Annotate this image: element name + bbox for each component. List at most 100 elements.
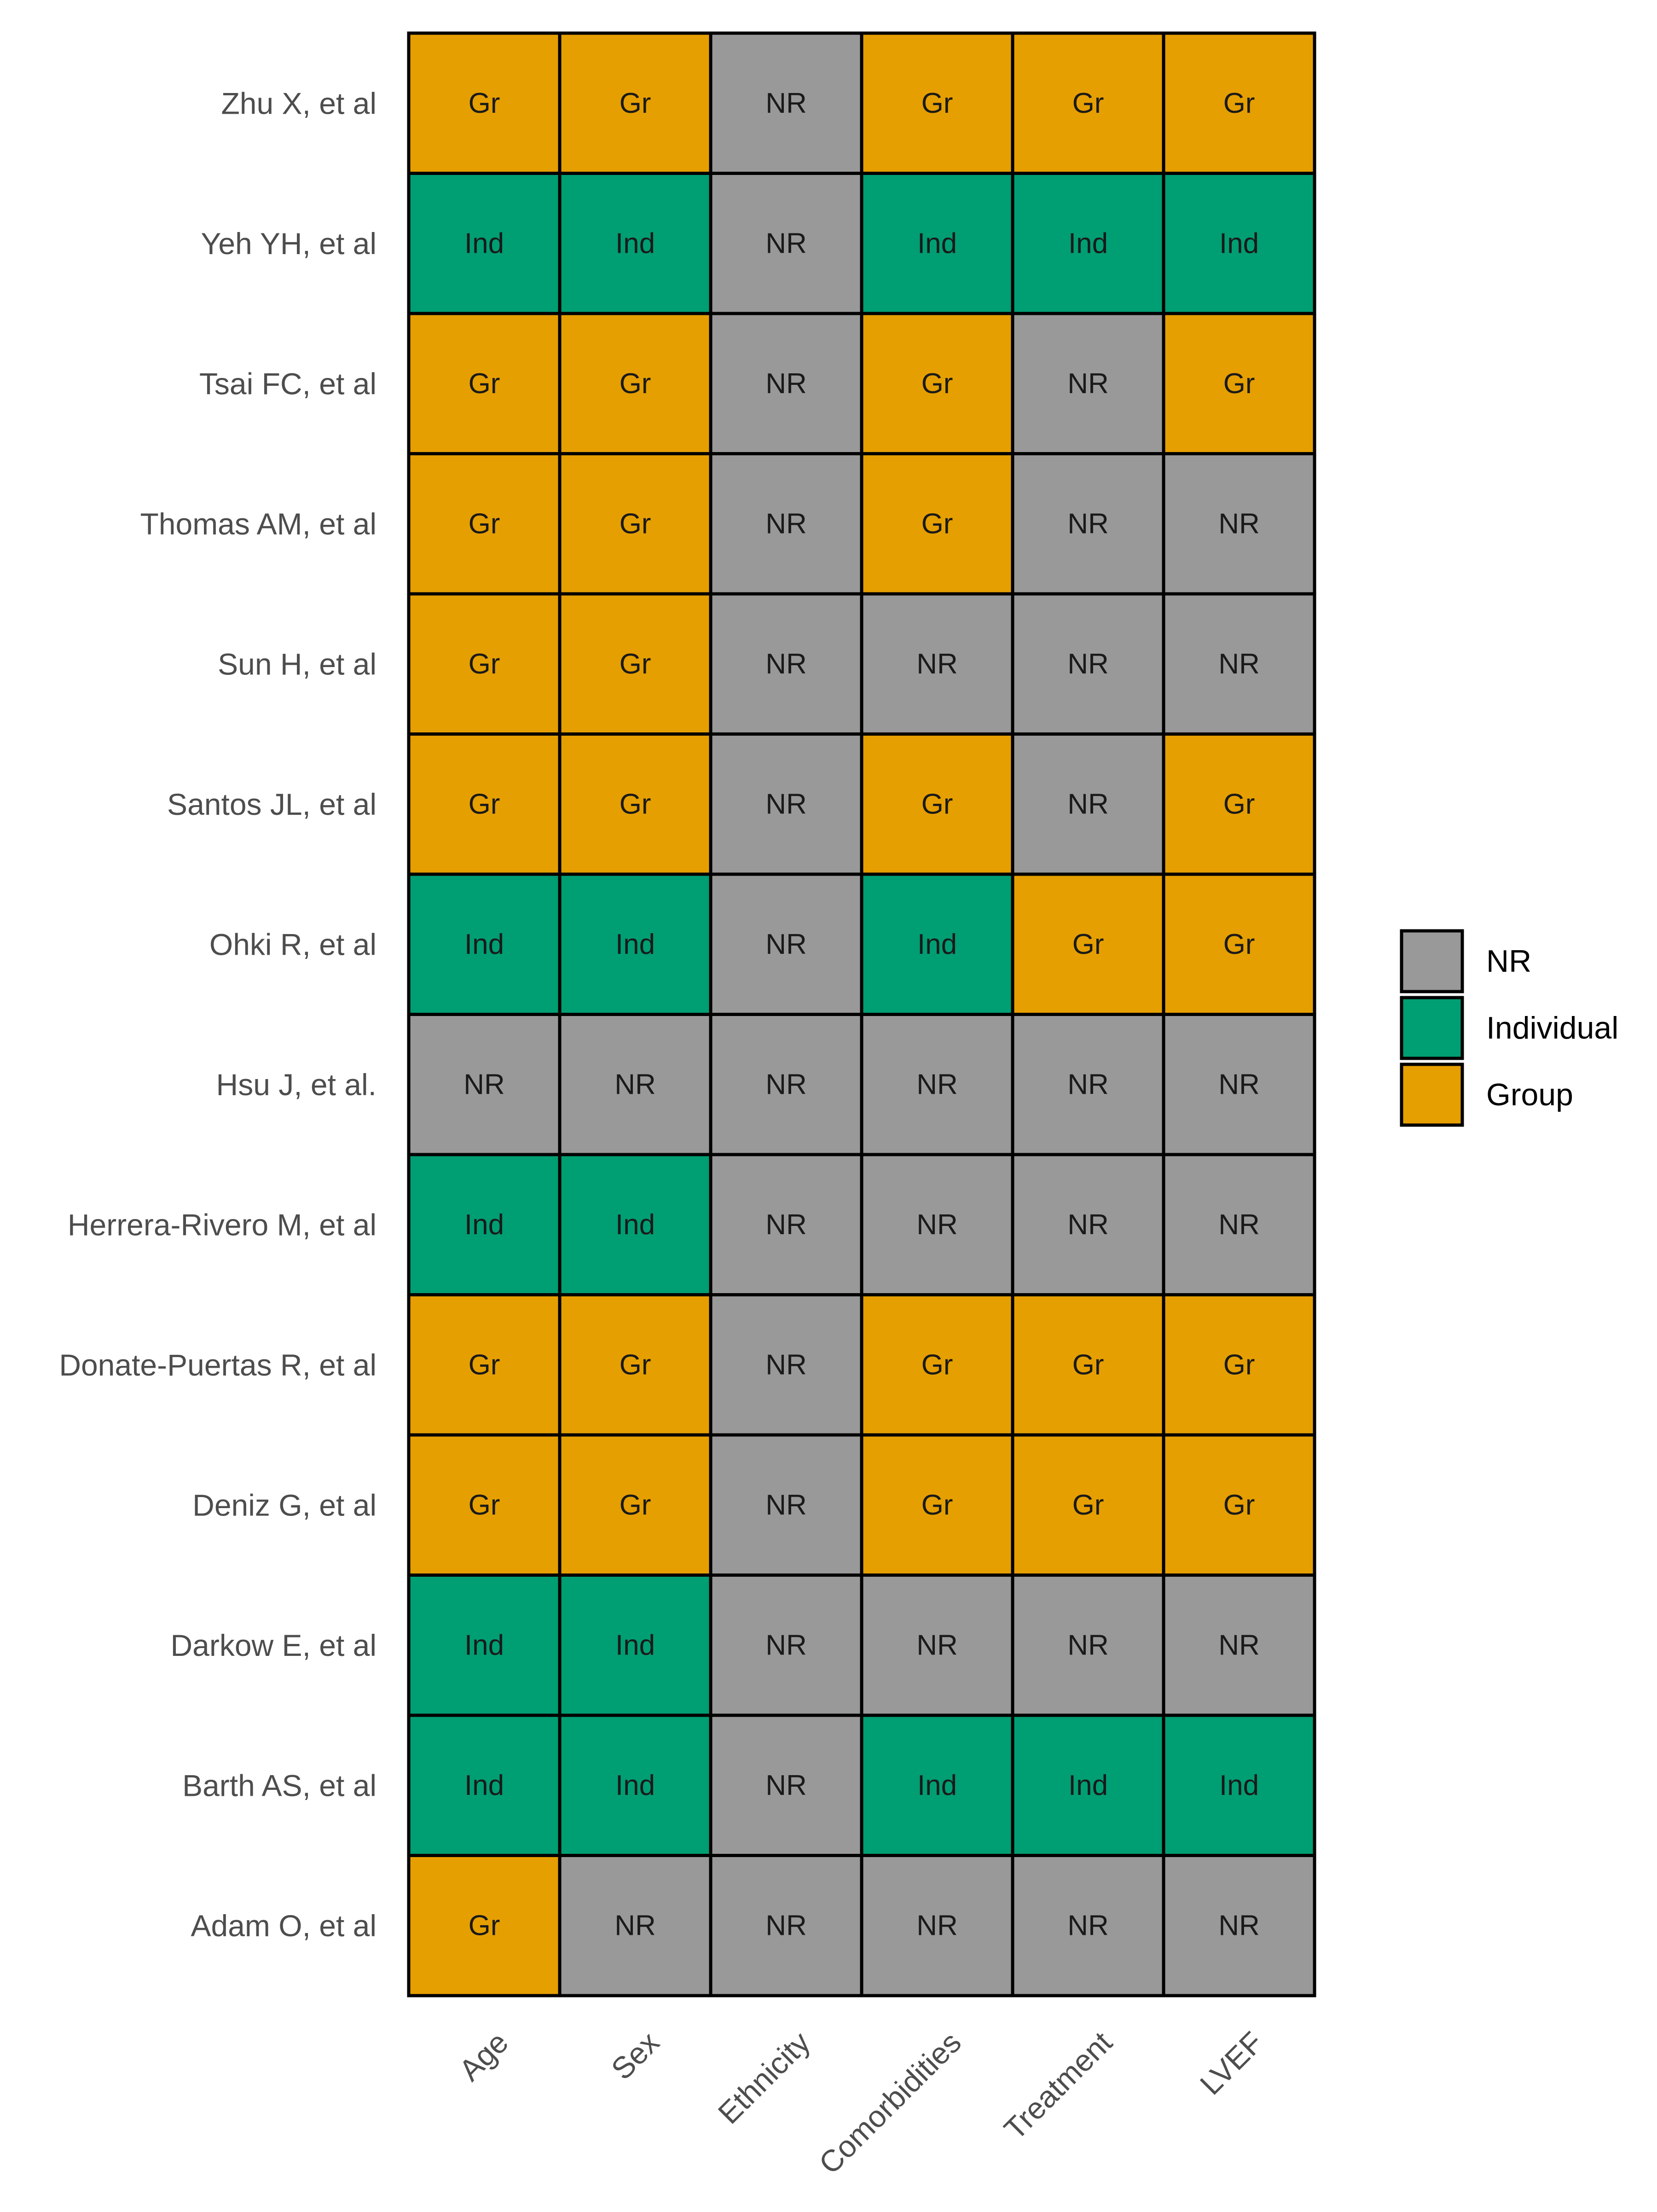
cell-hsu-j-et-al-age: NR xyxy=(407,1013,562,1156)
row-label-adam-o-et-al: Adam O, et al xyxy=(191,1909,377,1943)
cell-ohki-r-et-al-sex: Ind xyxy=(558,872,713,1016)
cell-sun-h-et-al-comorbidities: NR xyxy=(860,592,1014,736)
heatmap-cell xyxy=(860,1013,1014,1156)
heatmap-cell xyxy=(407,1854,562,1997)
cell-barth-as-et-al-sex: Ind xyxy=(558,1713,713,1857)
heatmap-cell xyxy=(1162,732,1316,876)
cell-herrera-rivero-m-et-al-treatment: NR xyxy=(1011,1153,1165,1296)
cell-label: Ind xyxy=(464,1770,504,1801)
cell-sun-h-et-al-treatment: NR xyxy=(1011,592,1165,736)
cell-yeh-yh-et-al-ethnicity: NR xyxy=(709,172,863,315)
cell-darkow-e-et-al-sex: Ind xyxy=(558,1573,713,1717)
heatmap-cell xyxy=(1011,1854,1165,1997)
heatmap-cell xyxy=(709,452,863,596)
cell-sun-h-et-al-sex: Gr xyxy=(558,592,713,736)
cell-thomas-am-et-al-comorbidities: Gr xyxy=(860,452,1014,596)
heatmap-cell xyxy=(709,1854,863,1997)
cell-label: NR xyxy=(765,788,807,820)
cell-hsu-j-et-al-sex: NR xyxy=(558,1013,713,1156)
heatmap-cell xyxy=(1162,1433,1316,1577)
cell-label: Ind xyxy=(1219,227,1259,259)
cell-label: Gr xyxy=(921,508,953,540)
cell-label: Gr xyxy=(469,1489,500,1521)
cell-donate-puertas-r-et-al-treatment: Gr xyxy=(1011,1293,1165,1437)
cell-donate-puertas-r-et-al-comorbidities: Gr xyxy=(860,1293,1014,1437)
cell-label: NR xyxy=(1067,1068,1109,1100)
cell-label: NR xyxy=(765,1629,807,1661)
cell-label: Gr xyxy=(921,788,953,820)
cell-donate-puertas-r-et-al-sex: Gr xyxy=(558,1293,713,1437)
cell-label: NR xyxy=(765,368,807,400)
cell-label: Gr xyxy=(620,648,651,680)
heatmap-cell xyxy=(1011,452,1165,596)
heatmap-cell xyxy=(709,1153,863,1296)
cell-label: Gr xyxy=(620,508,651,540)
column-label-comorbidities: Comorbidities xyxy=(812,2025,968,2181)
cell-zhu-x-et-al-ethnicity: NR xyxy=(709,31,863,175)
cell-tsai-fc-et-al-comorbidities: Gr xyxy=(860,312,1014,455)
cell-label: Gr xyxy=(620,1489,651,1521)
cell-label: Gr xyxy=(921,1489,953,1521)
row-label-yeh-yh-et-al: Yeh YH, et al xyxy=(201,226,377,261)
legend-item-group: Group xyxy=(1400,1062,1573,1127)
heatmap-cell xyxy=(860,312,1014,455)
heatmap-cell xyxy=(1162,172,1316,315)
cell-label: Ind xyxy=(615,1209,655,1241)
cell-label: Ind xyxy=(1219,1770,1259,1801)
heatmap-cell xyxy=(1011,312,1165,455)
heatmap-cell xyxy=(407,31,562,175)
row-label-herrera-rivero-m-et-al: Herrera-Rivero M, et al xyxy=(68,1208,377,1242)
cell-label: NR xyxy=(765,1910,807,1941)
cell-label: NR xyxy=(916,1209,958,1241)
heatmap-cell xyxy=(1162,1013,1316,1156)
cell-label: NR xyxy=(916,1068,958,1100)
cell-deniz-g-et-al-ethnicity: NR xyxy=(709,1433,863,1577)
cell-yeh-yh-et-al-lvef: Ind xyxy=(1162,172,1316,315)
cell-label: Ind xyxy=(615,1629,655,1661)
cell-label: Gr xyxy=(1223,1349,1255,1381)
cell-label: Ind xyxy=(464,1629,504,1661)
heatmap-cell xyxy=(709,1573,863,1717)
cell-adam-o-et-al-ethnicity: NR xyxy=(709,1854,863,1997)
heatmap-cell xyxy=(1162,1713,1316,1857)
cell-label: Gr xyxy=(1072,1489,1104,1521)
column-label-treatment: Treatment xyxy=(997,2025,1118,2146)
heatmap-cell xyxy=(407,1713,562,1857)
row-label-zhu-x-et-al: Zhu X, et al xyxy=(221,86,377,120)
cell-tsai-fc-et-al-age: Gr xyxy=(407,312,562,455)
legend-item-nr: NR xyxy=(1400,929,1531,993)
cell-yeh-yh-et-al-age: Ind xyxy=(407,172,562,315)
cell-thomas-am-et-al-treatment: NR xyxy=(1011,452,1165,596)
cell-santos-jl-et-al-treatment: NR xyxy=(1011,732,1165,876)
cell-donate-puertas-r-et-al-ethnicity: NR xyxy=(709,1293,863,1437)
heatmap-cell xyxy=(407,1573,562,1717)
cell-yeh-yh-et-al-sex: Ind xyxy=(558,172,713,315)
heatmap-cell xyxy=(407,1153,562,1296)
cell-label: Ind xyxy=(615,227,655,259)
cell-label: NR xyxy=(1067,508,1109,540)
cell-label: NR xyxy=(916,1629,958,1661)
cell-barth-as-et-al-lvef: Ind xyxy=(1162,1713,1316,1857)
heatmap-cell xyxy=(1162,592,1316,736)
heatmap-cell xyxy=(1011,1153,1165,1296)
row-label-deniz-g-et-al: Deniz G, et al xyxy=(192,1488,377,1522)
heatmap-cell xyxy=(558,172,713,315)
heatmap-cell xyxy=(860,452,1014,596)
heatmap-cell xyxy=(1162,872,1316,1016)
cell-deniz-g-et-al-sex: Gr xyxy=(558,1433,713,1577)
cell-label: Gr xyxy=(1072,1349,1104,1381)
row-label-santos-jl-et-al: Santos JL, et al xyxy=(167,787,377,821)
cell-label: NR xyxy=(463,1068,505,1100)
cell-zhu-x-et-al-treatment: Gr xyxy=(1011,31,1165,175)
cell-label: NR xyxy=(1067,648,1109,680)
cell-label: Gr xyxy=(469,368,500,400)
heatmap-cell xyxy=(860,872,1014,1016)
cell-label: Ind xyxy=(464,929,504,960)
cell-label: NR xyxy=(614,1910,656,1941)
heatmap-cell xyxy=(709,1013,863,1156)
heatmap-cell xyxy=(1162,1153,1316,1296)
cell-label: NR xyxy=(1218,1910,1260,1941)
cell-santos-jl-et-al-lvef: Gr xyxy=(1162,732,1316,876)
cell-yeh-yh-et-al-comorbidities: Ind xyxy=(860,172,1014,315)
